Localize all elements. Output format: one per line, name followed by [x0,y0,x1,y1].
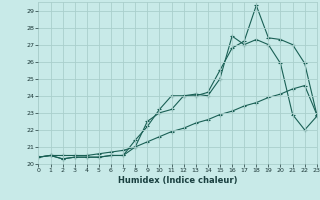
X-axis label: Humidex (Indice chaleur): Humidex (Indice chaleur) [118,176,237,185]
